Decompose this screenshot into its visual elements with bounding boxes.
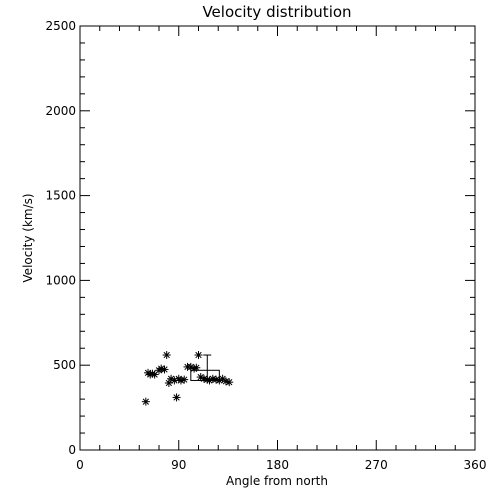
y-tick-labels: 0 500 1000 1500 2000 2500 bbox=[45, 19, 76, 457]
plot-frame bbox=[79, 25, 476, 451]
y-tick-label: 2000 bbox=[45, 104, 76, 118]
x-tick-label: 0 bbox=[76, 458, 84, 472]
data-point bbox=[162, 351, 171, 360]
x-tick-label: 180 bbox=[266, 458, 289, 472]
x-tick-label: 360 bbox=[464, 458, 487, 472]
axis-ticks bbox=[79, 25, 476, 451]
chart-title: Velocity distribution bbox=[202, 3, 351, 21]
data-point bbox=[160, 365, 169, 374]
y-axis-label: Velocity (km/s) bbox=[21, 193, 35, 282]
y-tick-label: 0 bbox=[68, 443, 76, 457]
x-tick-label: 90 bbox=[171, 458, 186, 472]
data-point bbox=[194, 351, 203, 360]
y-tick-label: 1000 bbox=[45, 273, 76, 287]
x-tick-labels: 0 90 180 270 360 bbox=[76, 458, 486, 472]
data-points bbox=[141, 351, 234, 406]
data-point bbox=[141, 397, 150, 406]
x-axis-label: Angle from north bbox=[226, 474, 328, 488]
y-tick-label: 1500 bbox=[45, 189, 76, 203]
x-tick-label: 270 bbox=[365, 458, 388, 472]
data-point bbox=[180, 375, 189, 384]
data-point bbox=[172, 393, 181, 402]
data-point bbox=[192, 363, 201, 372]
data-point bbox=[225, 378, 234, 387]
y-tick-label: 2500 bbox=[45, 19, 76, 33]
y-tick-label: 500 bbox=[53, 358, 76, 372]
